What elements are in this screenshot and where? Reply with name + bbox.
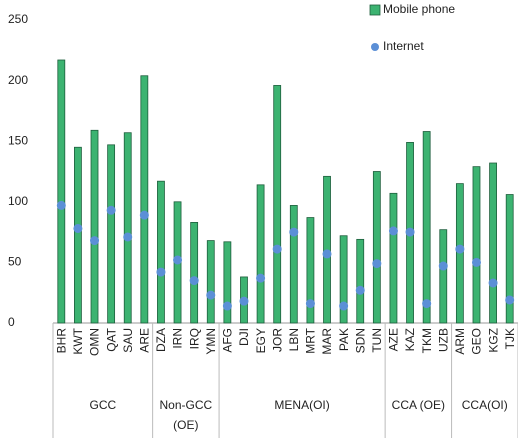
dot [438, 261, 448, 271]
bar [505, 194, 514, 324]
x-tick-label: SAU [121, 328, 135, 353]
dot [272, 244, 282, 254]
dot [73, 223, 83, 233]
legend-swatch [369, 4, 381, 16]
bar [74, 146, 82, 324]
group-label: CCA (OE) [391, 398, 446, 412]
dot [256, 273, 266, 283]
x-tick-label: LBN [287, 328, 301, 351]
x-tick-label: ARM [453, 328, 467, 355]
x-tick-label: JOR [270, 328, 284, 352]
dot [339, 301, 349, 311]
bar [206, 240, 215, 324]
dot [173, 255, 183, 265]
dot [505, 295, 515, 305]
x-tick-label: DJI [237, 328, 251, 346]
dot [355, 285, 365, 295]
dot [106, 205, 116, 215]
dot [422, 299, 432, 309]
legend-label: Mobile phone [383, 2, 455, 16]
x-tick-label: AZE [387, 328, 401, 351]
bar [273, 85, 282, 324]
x-tick-label: KWT [71, 327, 85, 354]
dot [206, 290, 216, 300]
group-label: CCA(OI) [461, 398, 508, 412]
bar [389, 192, 398, 324]
bar [90, 129, 99, 324]
dot [56, 200, 66, 210]
dot [156, 267, 166, 277]
dot [189, 276, 199, 286]
bar [439, 229, 448, 324]
bar [489, 162, 497, 324]
x-tick-label: ARE [138, 328, 152, 353]
x-tick-label: QAT [104, 327, 118, 351]
dot [388, 226, 398, 236]
x-tick-label: GEO [470, 328, 484, 355]
bar [223, 241, 232, 324]
bar [356, 238, 365, 324]
x-tick-label: DZA [154, 328, 168, 352]
dot [322, 249, 332, 259]
x-tick-label: AFG [221, 328, 235, 353]
y-tick-label: 150 [8, 133, 28, 147]
group-label: GCC [89, 398, 117, 412]
x-tick-label: YMN [204, 328, 218, 355]
x-tick-label: PAK [337, 328, 351, 351]
dot [123, 232, 133, 242]
y-tick-label: 250 [8, 12, 28, 26]
x-tick-label: IRN [171, 328, 185, 349]
dot [139, 210, 149, 220]
bar [123, 132, 132, 324]
dot [305, 299, 315, 309]
dot [239, 296, 249, 306]
x-tick-label: TUN [370, 328, 384, 353]
bar [157, 180, 165, 324]
x-tick-label: MRT [304, 327, 318, 353]
dot [405, 227, 415, 237]
bar [190, 222, 199, 324]
dot [372, 259, 382, 269]
dot [222, 301, 232, 311]
bar [372, 171, 381, 324]
dot [90, 236, 100, 246]
bar [107, 144, 116, 324]
x-tick-label: UZB [436, 328, 450, 352]
group-label: Non-GCC (OE) [159, 398, 213, 432]
bar [339, 235, 348, 324]
dot [488, 278, 498, 288]
legend-swatch [371, 43, 379, 51]
x-tick-label: TKM [420, 328, 434, 353]
bar [140, 75, 149, 324]
bar [256, 184, 265, 324]
bar [306, 217, 315, 324]
y-tick-label: 50 [8, 255, 22, 269]
x-tick-label: KAZ [403, 328, 417, 351]
x-tick-label: EGY [254, 328, 268, 353]
x-tick-label: IRQ [187, 328, 201, 349]
bar [422, 131, 431, 324]
bar [472, 166, 481, 324]
dot [289, 227, 299, 237]
dot [471, 257, 481, 267]
x-tick-label: SDN [353, 328, 367, 353]
x-tick-label: BHR [54, 328, 68, 354]
x-tick-label: MAR [320, 328, 334, 355]
legend-label: Internet [383, 39, 424, 53]
x-tick-label: OMN [88, 328, 102, 356]
bar [289, 205, 298, 324]
group-label: MENA(OI) [274, 398, 330, 412]
bar [57, 59, 66, 324]
x-tick-label: TJK [503, 328, 517, 349]
dot [455, 244, 465, 254]
y-tick-label: 0 [8, 315, 15, 329]
y-tick-label: 100 [8, 194, 28, 208]
y-tick-label: 200 [8, 73, 28, 87]
x-tick-label: KGZ [486, 328, 500, 353]
